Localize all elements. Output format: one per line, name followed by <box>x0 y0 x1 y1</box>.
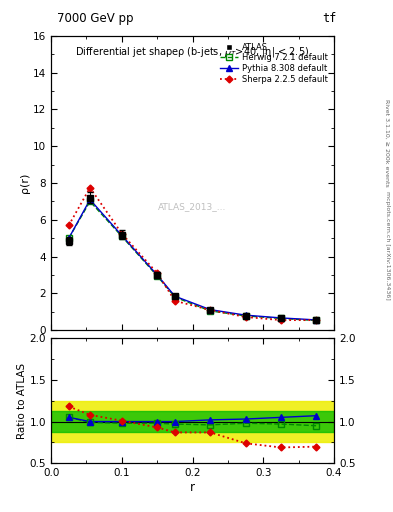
Y-axis label: Ratio to ATLAS: Ratio to ATLAS <box>17 362 27 439</box>
X-axis label: r: r <box>190 481 195 494</box>
Text: Rivet 3.1.10, ≥ 200k events: Rivet 3.1.10, ≥ 200k events <box>385 99 389 187</box>
Text: Differential jet shapeρ (b-jets, $p_T$>40, |η| < 2.5): Differential jet shapeρ (b-jets, $p_T$>4… <box>75 45 310 59</box>
Bar <box>51 400 334 442</box>
Text: 7000 GeV pp: 7000 GeV pp <box>57 12 134 25</box>
Legend: ATLAS, Herwig 7.2.1 default, Pythia 8.308 default, Sherpa 2.2.5 default: ATLAS, Herwig 7.2.1 default, Pythia 8.30… <box>217 40 330 86</box>
Y-axis label: ρ(r): ρ(r) <box>20 173 30 193</box>
Text: tf: tf <box>322 12 336 25</box>
Text: ATLAS_2013_...: ATLAS_2013_... <box>158 202 227 211</box>
Bar <box>51 411 334 432</box>
Text: mcplots.cern.ch [arXiv:1306.3436]: mcplots.cern.ch [arXiv:1306.3436] <box>385 191 389 300</box>
